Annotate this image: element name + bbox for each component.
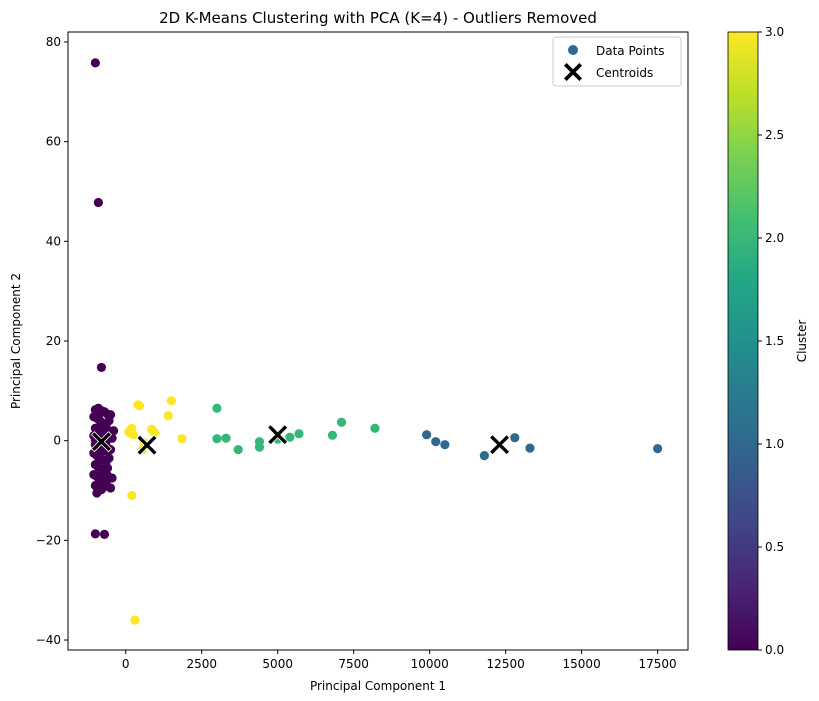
centroid-markers xyxy=(90,424,511,456)
data-point-cluster-2 xyxy=(285,432,295,442)
legend-centroids-label: Centroids xyxy=(596,66,653,80)
legend-centroids-marker xyxy=(564,63,582,81)
data-point-cluster-1 xyxy=(440,440,450,450)
centroid-marker xyxy=(90,431,112,453)
data-point-cluster-3 xyxy=(177,434,187,444)
x-tick-label: 15000 xyxy=(563,657,601,671)
data-point-cluster-0 xyxy=(93,197,103,208)
data-point-cluster-0 xyxy=(90,529,100,539)
colorbar-ticks: 0.0 0.5 1.0 1.5 2.0 2.5 3.0 xyxy=(758,25,784,657)
data-point-cluster-0 xyxy=(104,453,114,463)
data-point-cluster-0 xyxy=(98,427,108,437)
legend-x-shape xyxy=(564,63,582,81)
data-point-cluster-1 xyxy=(479,451,489,461)
data-point-cluster-0 xyxy=(108,426,119,436)
data-point-cluster-0 xyxy=(95,408,105,418)
colorbar-tick-label: 3.0 xyxy=(765,25,784,39)
data-point-cluster-2 xyxy=(327,430,338,440)
y-tick-label: 60 xyxy=(46,135,61,149)
data-point-cluster-3 xyxy=(127,490,137,501)
data-point-cluster-2 xyxy=(294,429,304,439)
y-tick-label: 80 xyxy=(46,35,61,49)
legend-box xyxy=(552,36,682,87)
x-tick-label: 2500 xyxy=(186,657,217,671)
data-point-cluster-0 xyxy=(104,416,114,426)
data-point-cluster-0 xyxy=(92,488,102,498)
data-point-cluster-0 xyxy=(102,463,113,473)
data-point-cluster-2 xyxy=(212,434,222,444)
colorbar-tick-label: 2.0 xyxy=(765,231,784,245)
centroid-marker xyxy=(136,434,158,456)
data-point-cluster-3 xyxy=(134,401,145,411)
legend-data-points-marker xyxy=(568,45,578,55)
data-point-cluster-0 xyxy=(99,529,110,539)
y-axis-label: Principal Component 2 xyxy=(9,273,23,409)
data-point-cluster-2 xyxy=(254,442,265,452)
data-point-cluster-0 xyxy=(102,470,113,481)
x-axis-ticks: 0 2500 5000 7500 10000 12500 15000 17500 xyxy=(122,650,677,671)
x-tick-label: 7500 xyxy=(338,657,369,671)
data-point-cluster-0 xyxy=(90,58,100,68)
x-axis-label: Principal Component 1 xyxy=(310,679,446,693)
x-tick-label: 12500 xyxy=(487,657,525,671)
y-tick-label: −20 xyxy=(36,533,61,547)
chart-title: 2D K-Means Clustering with PCA (K=4) - O… xyxy=(159,9,597,27)
y-tick-label: 20 xyxy=(46,334,61,348)
centroid-marker xyxy=(489,434,511,456)
data-point-cluster-1 xyxy=(525,443,535,453)
colorbar-tick-label: 1.0 xyxy=(765,437,784,451)
colorbar-tick-label: 1.5 xyxy=(765,334,784,348)
colorbar-label: Cluster xyxy=(795,320,809,363)
data-point-cluster-1 xyxy=(422,430,432,440)
plot-area: 0 2500 5000 7500 10000 12500 15000 17500 −40 −20… xyxy=(36,31,689,671)
legend: Data Points Centroids xyxy=(552,36,682,87)
legend-data-points-label: Data Points xyxy=(596,44,665,58)
data-point-cluster-1 xyxy=(431,437,441,447)
data-point-cluster-3 xyxy=(130,615,140,625)
data-point-cluster-2 xyxy=(212,403,222,413)
data-point-cluster-0 xyxy=(105,483,116,493)
data-point-cluster-3 xyxy=(163,411,173,421)
y-tick-label: 40 xyxy=(46,234,61,248)
x-tick-label: 5000 xyxy=(262,657,293,671)
data-point-cluster-1 xyxy=(510,433,520,443)
data-point-cluster-2 xyxy=(221,433,231,443)
x-tick-label: 17500 xyxy=(639,657,677,671)
colorbar: 0.0 0.5 1.0 1.5 2.0 2.5 3.0 Cluster xyxy=(727,25,809,657)
data-point-cluster-3 xyxy=(166,396,176,406)
colorbar-gradient xyxy=(727,31,759,651)
colorbar-tick-label: 0.5 xyxy=(765,540,784,554)
data-point-cluster-1 xyxy=(653,444,663,454)
plot-frame xyxy=(67,31,689,651)
centroid-marker xyxy=(267,424,289,446)
data-point-cluster-0 xyxy=(96,362,107,373)
data-point-cluster-3 xyxy=(150,428,160,438)
data-point-cluster-2 xyxy=(233,445,243,455)
data-point-cluster-2 xyxy=(370,423,380,433)
colorbar-tick-label: 0.0 xyxy=(765,643,784,657)
data-point-cluster-2 xyxy=(336,417,347,427)
data-point-cluster-3 xyxy=(128,430,138,440)
x-tick-label: 0 xyxy=(122,657,130,671)
x-tick-label: 10000 xyxy=(411,657,449,671)
y-tick-label: −40 xyxy=(36,633,61,647)
y-tick-label: 0 xyxy=(53,434,61,448)
y-axis-ticks: −40 −20 0 20 40 60 80 xyxy=(36,35,68,647)
colorbar-tick-label: 2.5 xyxy=(765,128,784,142)
